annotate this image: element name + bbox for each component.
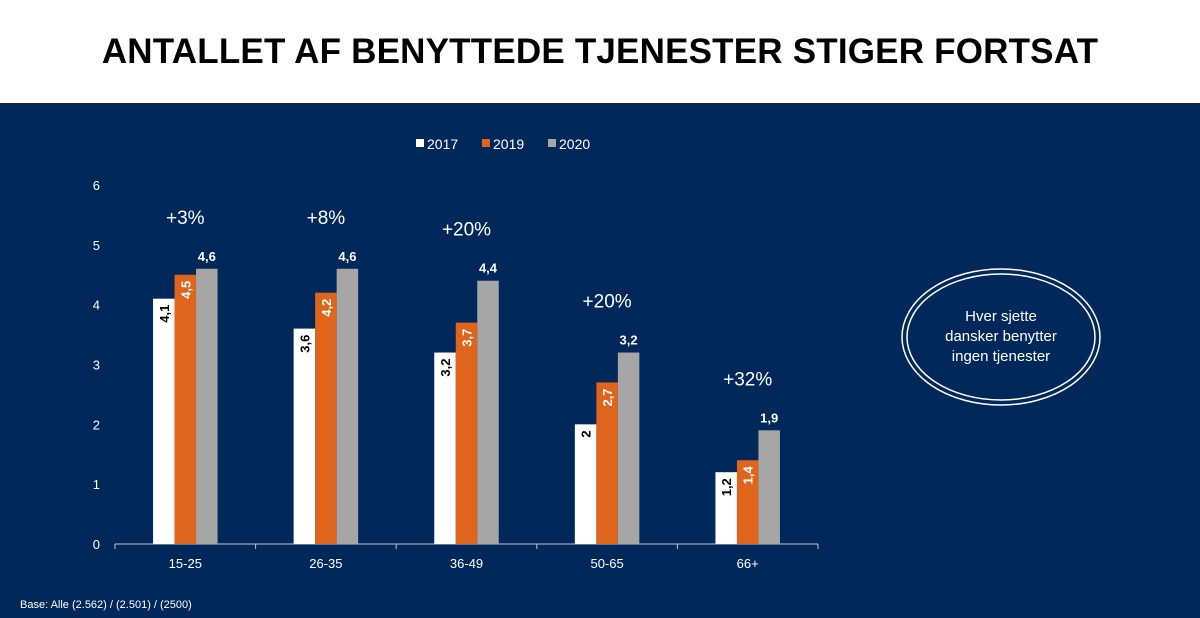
y-tick-label: 2 (93, 417, 100, 432)
x-tick-label: 66+ (737, 556, 759, 571)
growth-annotation: +8% (307, 208, 346, 229)
data-label-2019: 1,4 (741, 465, 756, 484)
bar-2017 (434, 352, 456, 544)
callout-line: Hver sjette (965, 308, 1037, 325)
y-tick-label: 1 (93, 477, 100, 492)
bar-2020 (617, 352, 640, 544)
data-label-2020: 4,4 (479, 261, 498, 276)
data-label-2019: 2,7 (600, 388, 615, 406)
data-label-2020: 4,6 (198, 249, 216, 264)
data-label-2017: 4,1 (157, 305, 172, 323)
data-label-2019: 3,7 (460, 329, 475, 347)
data-label-2020: 1,9 (760, 410, 778, 425)
legend-swatch-2017 (416, 139, 424, 147)
bar-2017 (574, 424, 597, 544)
bar-2019 (455, 322, 478, 544)
data-label-2017: 1,2 (719, 478, 734, 496)
x-tick-label: 26-35 (309, 556, 342, 571)
legend-label-2020: 2020 (559, 136, 590, 152)
bar-2019 (315, 292, 337, 544)
page-title: ANTALLET AF BENYTTEDE TJENESTER STIGER F… (0, 0, 1200, 103)
data-label-2020: 3,2 (620, 333, 638, 348)
bar-2020 (477, 280, 499, 544)
callout: Hver sjette dansker benytter ingen tjene… (903, 272, 1099, 402)
bar-2017 (293, 328, 316, 544)
y-tick-label: 5 (93, 238, 100, 253)
bar-2019 (736, 460, 759, 544)
data-label-2019: 4,2 (319, 299, 334, 317)
bar-2017 (715, 472, 737, 544)
growth-annotation: +20% (442, 220, 491, 241)
bar-2017 (153, 298, 175, 544)
data-label-2019: 4,5 (178, 281, 193, 299)
callout-inner-ring (906, 273, 1096, 401)
legend-label-2017: 2017 (427, 136, 458, 152)
bar-2020 (758, 430, 780, 544)
y-tick-label: 0 (93, 537, 100, 552)
callout-line: dansker benytter (945, 328, 1057, 345)
bar-2019 (174, 274, 197, 544)
x-tick-label: 36-49 (450, 556, 483, 571)
callout-line: ingen tjenester (951, 348, 1051, 365)
legend-swatch-2020 (548, 139, 556, 147)
legend-label-2019: 2019 (493, 136, 524, 152)
data-label-2020: 4,6 (338, 249, 356, 264)
legend-swatch-2019 (482, 139, 490, 147)
y-tick-label: 3 (93, 358, 100, 373)
bar-2019 (596, 382, 618, 544)
growth-annotation: +32% (723, 369, 772, 390)
data-label-2017: 2 (579, 430, 594, 437)
data-label-2017: 3,6 (297, 335, 312, 353)
callout-outer-ring (901, 268, 1101, 406)
y-tick-label: 6 (93, 178, 100, 193)
data-label-2017: 3,2 (438, 359, 453, 377)
base-note: Base: Alle (2.562) / (2.501) / (2500) (20, 599, 192, 611)
growth-annotation: +20% (583, 292, 632, 313)
bar-2020 (196, 268, 218, 544)
x-tick-label: 15-25 (169, 556, 202, 571)
bar-2020 (336, 268, 359, 544)
x-tick-label: 50-65 (590, 556, 623, 571)
growth-annotation: +3% (166, 208, 205, 229)
y-tick-label: 4 (93, 298, 100, 313)
